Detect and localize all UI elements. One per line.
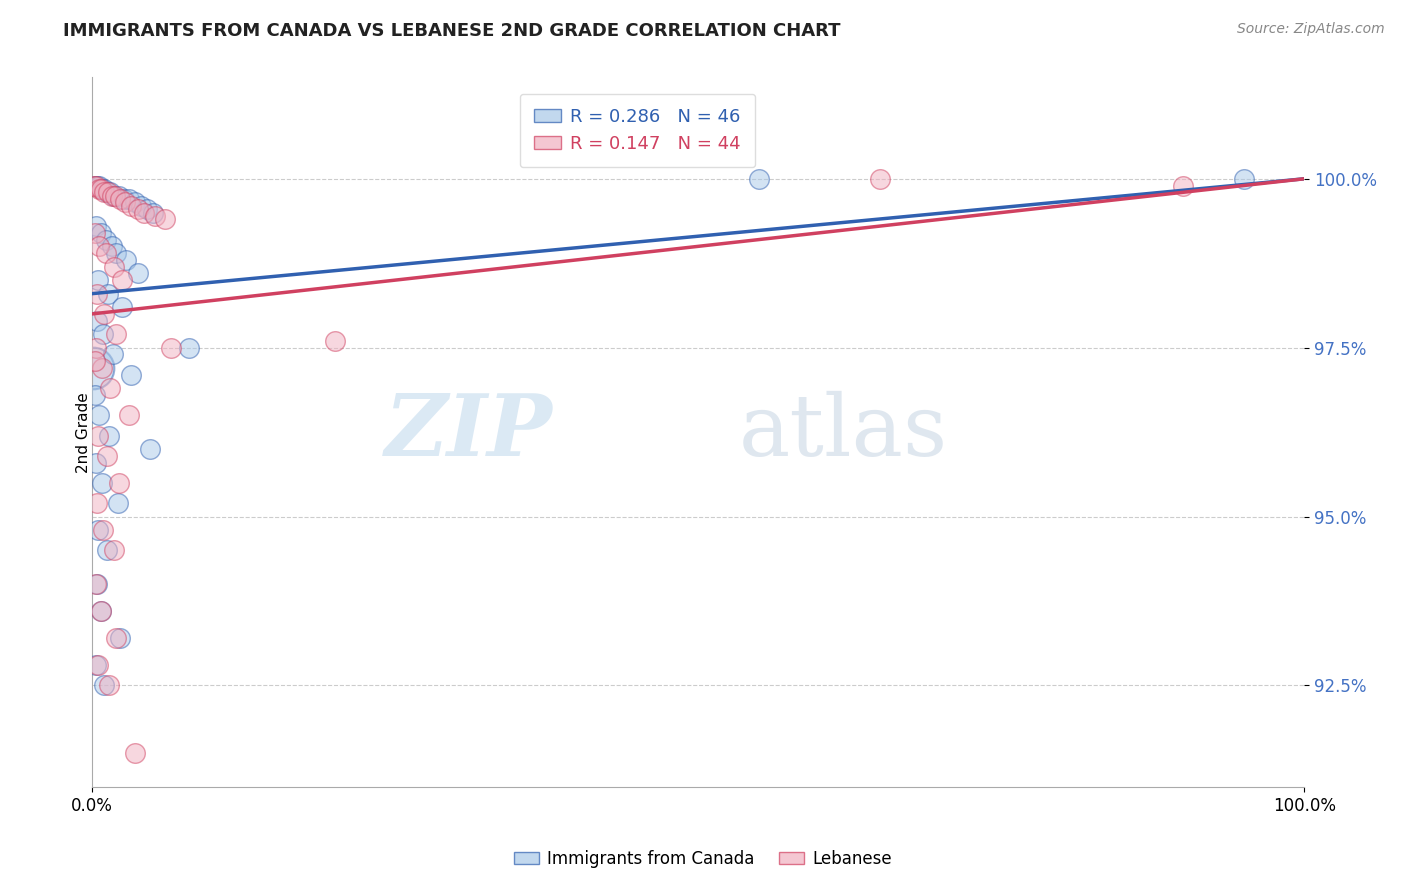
Point [1171,178,1194,193]
Point [105,327,128,342]
Text: atlas: atlas [740,391,948,474]
Text: IMMIGRANTS FROM CANADA VS LEBANESE 2ND GRADE CORRELATION CHART: IMMIGRANTS FROM CANADA VS LEBANESE 2ND G… [63,22,841,40]
Point [87,658,110,673]
Point [83,354,105,368]
Point [108,631,131,645]
Point [87,182,110,196]
Point [86,577,108,591]
Point [103,260,125,274]
Y-axis label: 2nd Grade: 2nd Grade [76,392,91,473]
Point [98,186,121,200]
Point [160,341,183,355]
Point [84,577,107,591]
Point [115,252,138,267]
Point [87,523,110,537]
Point [89,178,111,193]
Point [100,188,122,202]
Text: ZIP: ZIP [385,391,553,474]
Point [105,631,128,645]
Point [86,496,108,510]
Point [93,678,115,692]
Point [120,199,142,213]
Point [748,171,770,186]
Point [111,300,134,314]
Point [101,347,124,361]
Point [84,226,107,240]
Point [103,543,125,558]
Point [90,182,112,196]
Point [90,226,112,240]
Point [93,182,115,196]
Point [90,604,112,618]
Point [129,199,152,213]
Point [127,202,149,217]
Point [91,327,114,342]
Point [83,178,105,193]
Point [1233,171,1256,186]
Point [93,186,115,200]
Point [93,307,115,321]
Point [117,409,139,423]
Point [89,239,111,253]
Point [98,428,121,442]
Point [96,186,118,200]
Point [98,678,121,692]
Legend: R = 0.286   N = 46, R = 0.147   N = 44: R = 0.286 N = 46, R = 0.147 N = 44 [520,94,755,168]
Point [84,341,107,355]
Point [179,341,201,355]
Point [83,178,105,193]
Point [124,195,146,210]
Point [87,428,110,442]
Point [82,361,104,376]
Point [91,523,114,537]
Point [84,219,107,233]
Point [96,543,118,558]
Point [96,449,118,463]
Point [153,212,176,227]
Point [323,334,346,348]
Point [114,195,136,210]
Point [83,388,105,402]
Point [104,188,127,202]
Point [120,368,142,382]
Point [108,192,131,206]
Point [105,246,128,260]
Point [90,361,112,376]
Point [90,182,112,196]
Point [94,246,117,260]
Text: Source: ZipAtlas.com: Source: ZipAtlas.com [1237,22,1385,37]
Point [86,178,108,193]
Point [98,381,121,395]
Point [90,475,112,490]
Point [143,209,166,223]
Point [135,202,157,217]
Point [100,239,122,253]
Point [87,273,110,287]
Point [111,273,134,287]
Point [86,286,108,301]
Point [869,171,891,186]
Point [84,456,107,470]
Point [84,658,107,673]
Legend: Immigrants from Canada, Lebanese: Immigrants from Canada, Lebanese [508,844,898,875]
Point [103,188,125,202]
Point [97,186,120,200]
Point [89,409,111,423]
Point [139,442,162,456]
Point [127,266,149,280]
Point [108,475,131,490]
Point [97,286,120,301]
Point [112,192,135,206]
Point [90,604,112,618]
Point [134,205,156,219]
Point [117,192,139,206]
Point [86,313,108,327]
Point [107,496,129,510]
Point [108,188,131,202]
Point [142,205,165,219]
Point [86,178,108,193]
Point [94,233,117,247]
Point [124,746,146,760]
